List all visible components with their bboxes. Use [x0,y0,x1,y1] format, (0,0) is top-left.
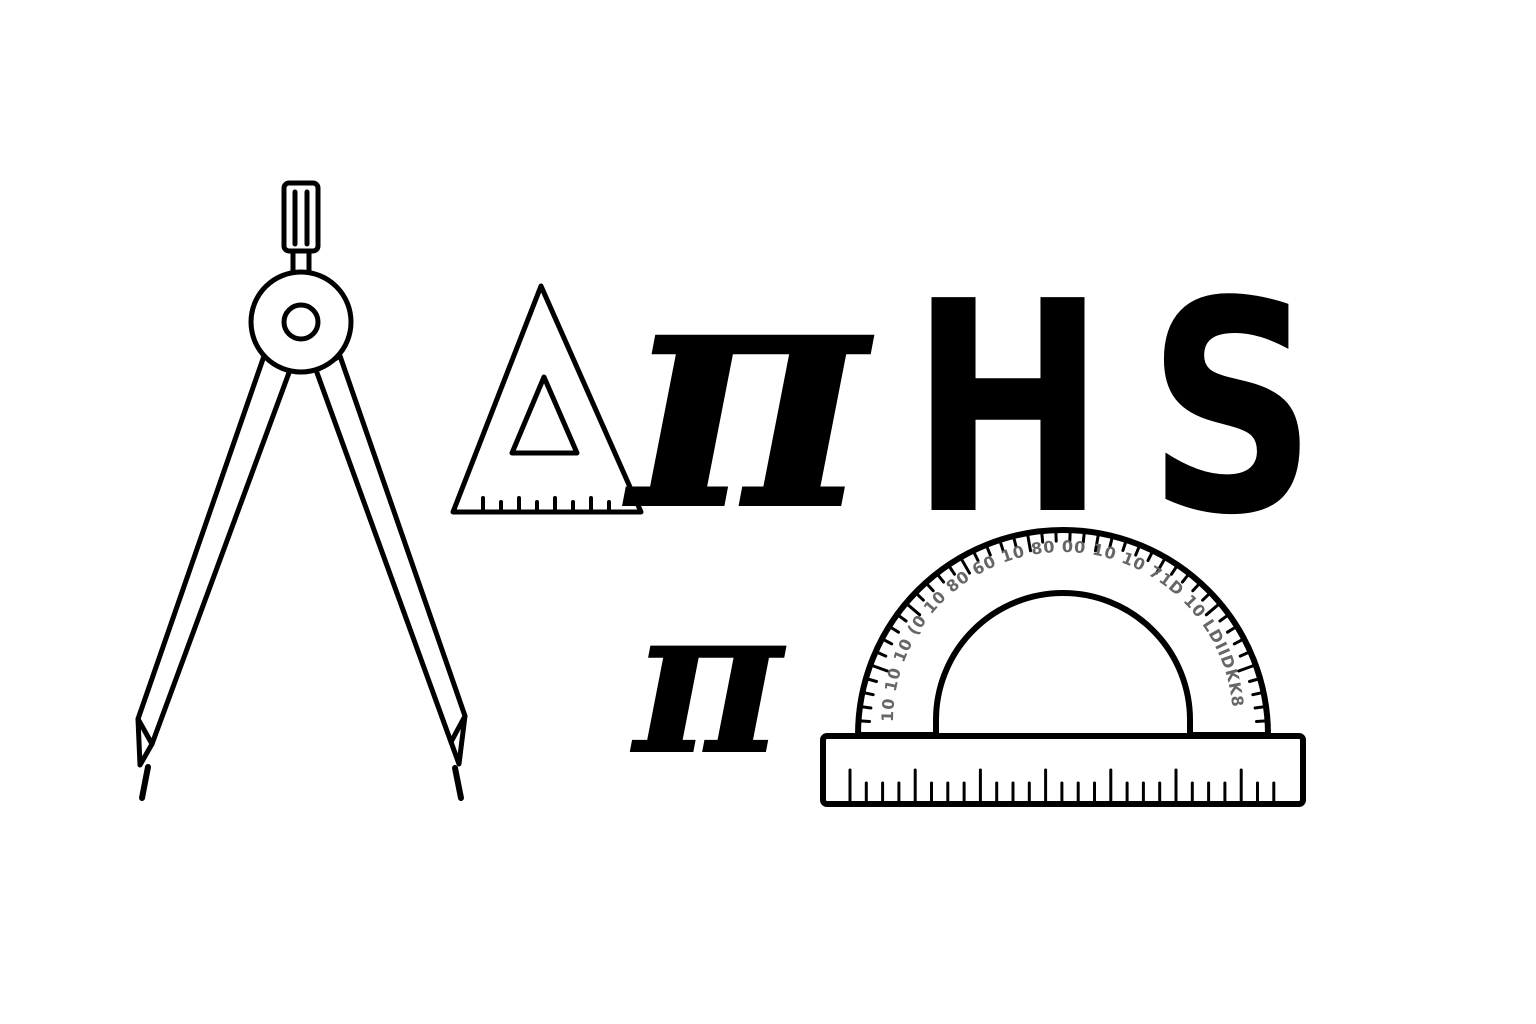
protractor-tick [880,637,894,646]
protractor-tick [1226,624,1239,634]
compass-icon [135,180,468,801]
protractor-tick [1025,531,1032,553]
protractor-tick [864,677,878,683]
protractor-tick-marks [857,528,1269,723]
protractor-tick [1251,690,1265,697]
protractor-tick [1180,572,1191,584]
protractor-tick [935,572,946,584]
letter-s: S [1147,239,1317,579]
protractor-tick [887,624,900,634]
protractor-tick [1204,601,1222,617]
protractor-tick [1238,650,1252,658]
ruler-icon [820,733,1306,807]
protractor-tick [1040,529,1045,544]
protractor-tick [924,581,935,593]
protractor-tick [1201,591,1212,602]
protractor-tick [1011,534,1018,549]
protractor-tick [861,690,875,697]
protractor-icon: 10 10 10 (0 10 80 60 10 80 00 10 10 71D … [855,527,1271,740]
protractor-tick [1170,563,1180,576]
protractor-tick [946,563,956,576]
protractor-tick [1121,538,1128,552]
letter-h: H [910,239,1106,579]
protractor-tick [1248,677,1262,683]
protractor-tick [868,663,889,673]
protractor-tick [1134,543,1142,557]
protractor-tick [857,719,871,723]
protractor-tick [1155,556,1167,575]
protractor-tick [998,538,1005,552]
protractor-tick [959,556,971,575]
ruler-tick-marks [848,768,1276,803]
protractor-tick [1094,531,1101,553]
protractor-tick [1218,613,1231,623]
protractor-tick [1253,705,1268,710]
protractor-tick [895,613,908,623]
protractor-tick [1232,637,1246,646]
protractor-tick [1146,549,1155,563]
large-pi-letter: π [622,196,875,584]
protractor-tick [984,543,992,557]
protractor-tick [1255,719,1269,723]
small-pi-letter: π [629,561,787,801]
protractor-tick [1191,581,1202,593]
protractor-tick [874,650,888,658]
protractor-tick [1108,534,1115,549]
protractor-tick [971,549,980,563]
protractor-tick [914,591,925,602]
protractor-tick [858,705,873,710]
protractor-tick [1237,663,1258,673]
protractor-tick [1081,529,1086,544]
protractor-tick [904,601,922,617]
set-square-icon [450,283,644,515]
